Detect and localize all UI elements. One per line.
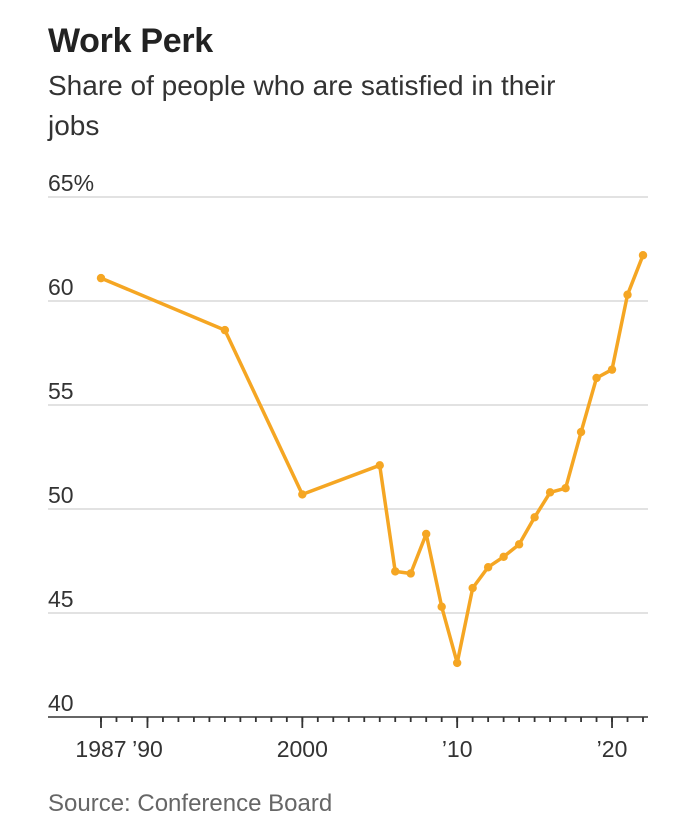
x-tick-label: ’90 [132, 736, 163, 762]
data-point [468, 583, 477, 593]
y-tick-label: 50 [48, 482, 74, 508]
series-line-layer [99, 253, 645, 665]
data-point [561, 484, 570, 493]
data-point [437, 602, 446, 611]
data-point [298, 490, 307, 499]
x-axis: 1987’90 2000 ’10 ’20 [48, 716, 648, 762]
y-axis-tick-labels: 65% 60 55 50 45 40 [48, 170, 94, 716]
series-line [99, 253, 645, 665]
x-tick-label: 1987 [75, 736, 126, 762]
data-point [623, 290, 632, 299]
data-point [96, 273, 106, 283]
source-note: Source: Conference Board [48, 790, 333, 817]
data-point [576, 427, 586, 437]
data-point [638, 251, 648, 260]
data-point [499, 552, 508, 562]
x-tick-label: ’20 [597, 736, 628, 762]
y-tick-label: 40 [48, 690, 74, 716]
data-point [530, 513, 539, 522]
y-tick-label: 45 [48, 586, 74, 612]
x-tick-label: 2000 [277, 736, 328, 762]
data-point [406, 569, 415, 578]
data-point [422, 529, 431, 539]
data-point [514, 540, 524, 549]
data-point [592, 373, 601, 383]
chart-subtitle: Share of people who are satisfied in the… [48, 70, 556, 141]
data-point [483, 563, 493, 572]
data-point [607, 365, 617, 374]
gridlines [48, 196, 648, 614]
data-points [96, 251, 648, 668]
data-point [391, 567, 400, 576]
y-tick-label: 65% [48, 170, 94, 196]
y-tick-label: 55 [48, 378, 74, 404]
data-point [375, 461, 384, 470]
data-point [452, 658, 462, 668]
data-point [220, 325, 230, 335]
x-tick-label: ’10 [442, 736, 473, 762]
y-tick-label: 60 [48, 274, 74, 300]
data-point [545, 488, 555, 497]
chart-title: Work Perk [48, 22, 213, 60]
